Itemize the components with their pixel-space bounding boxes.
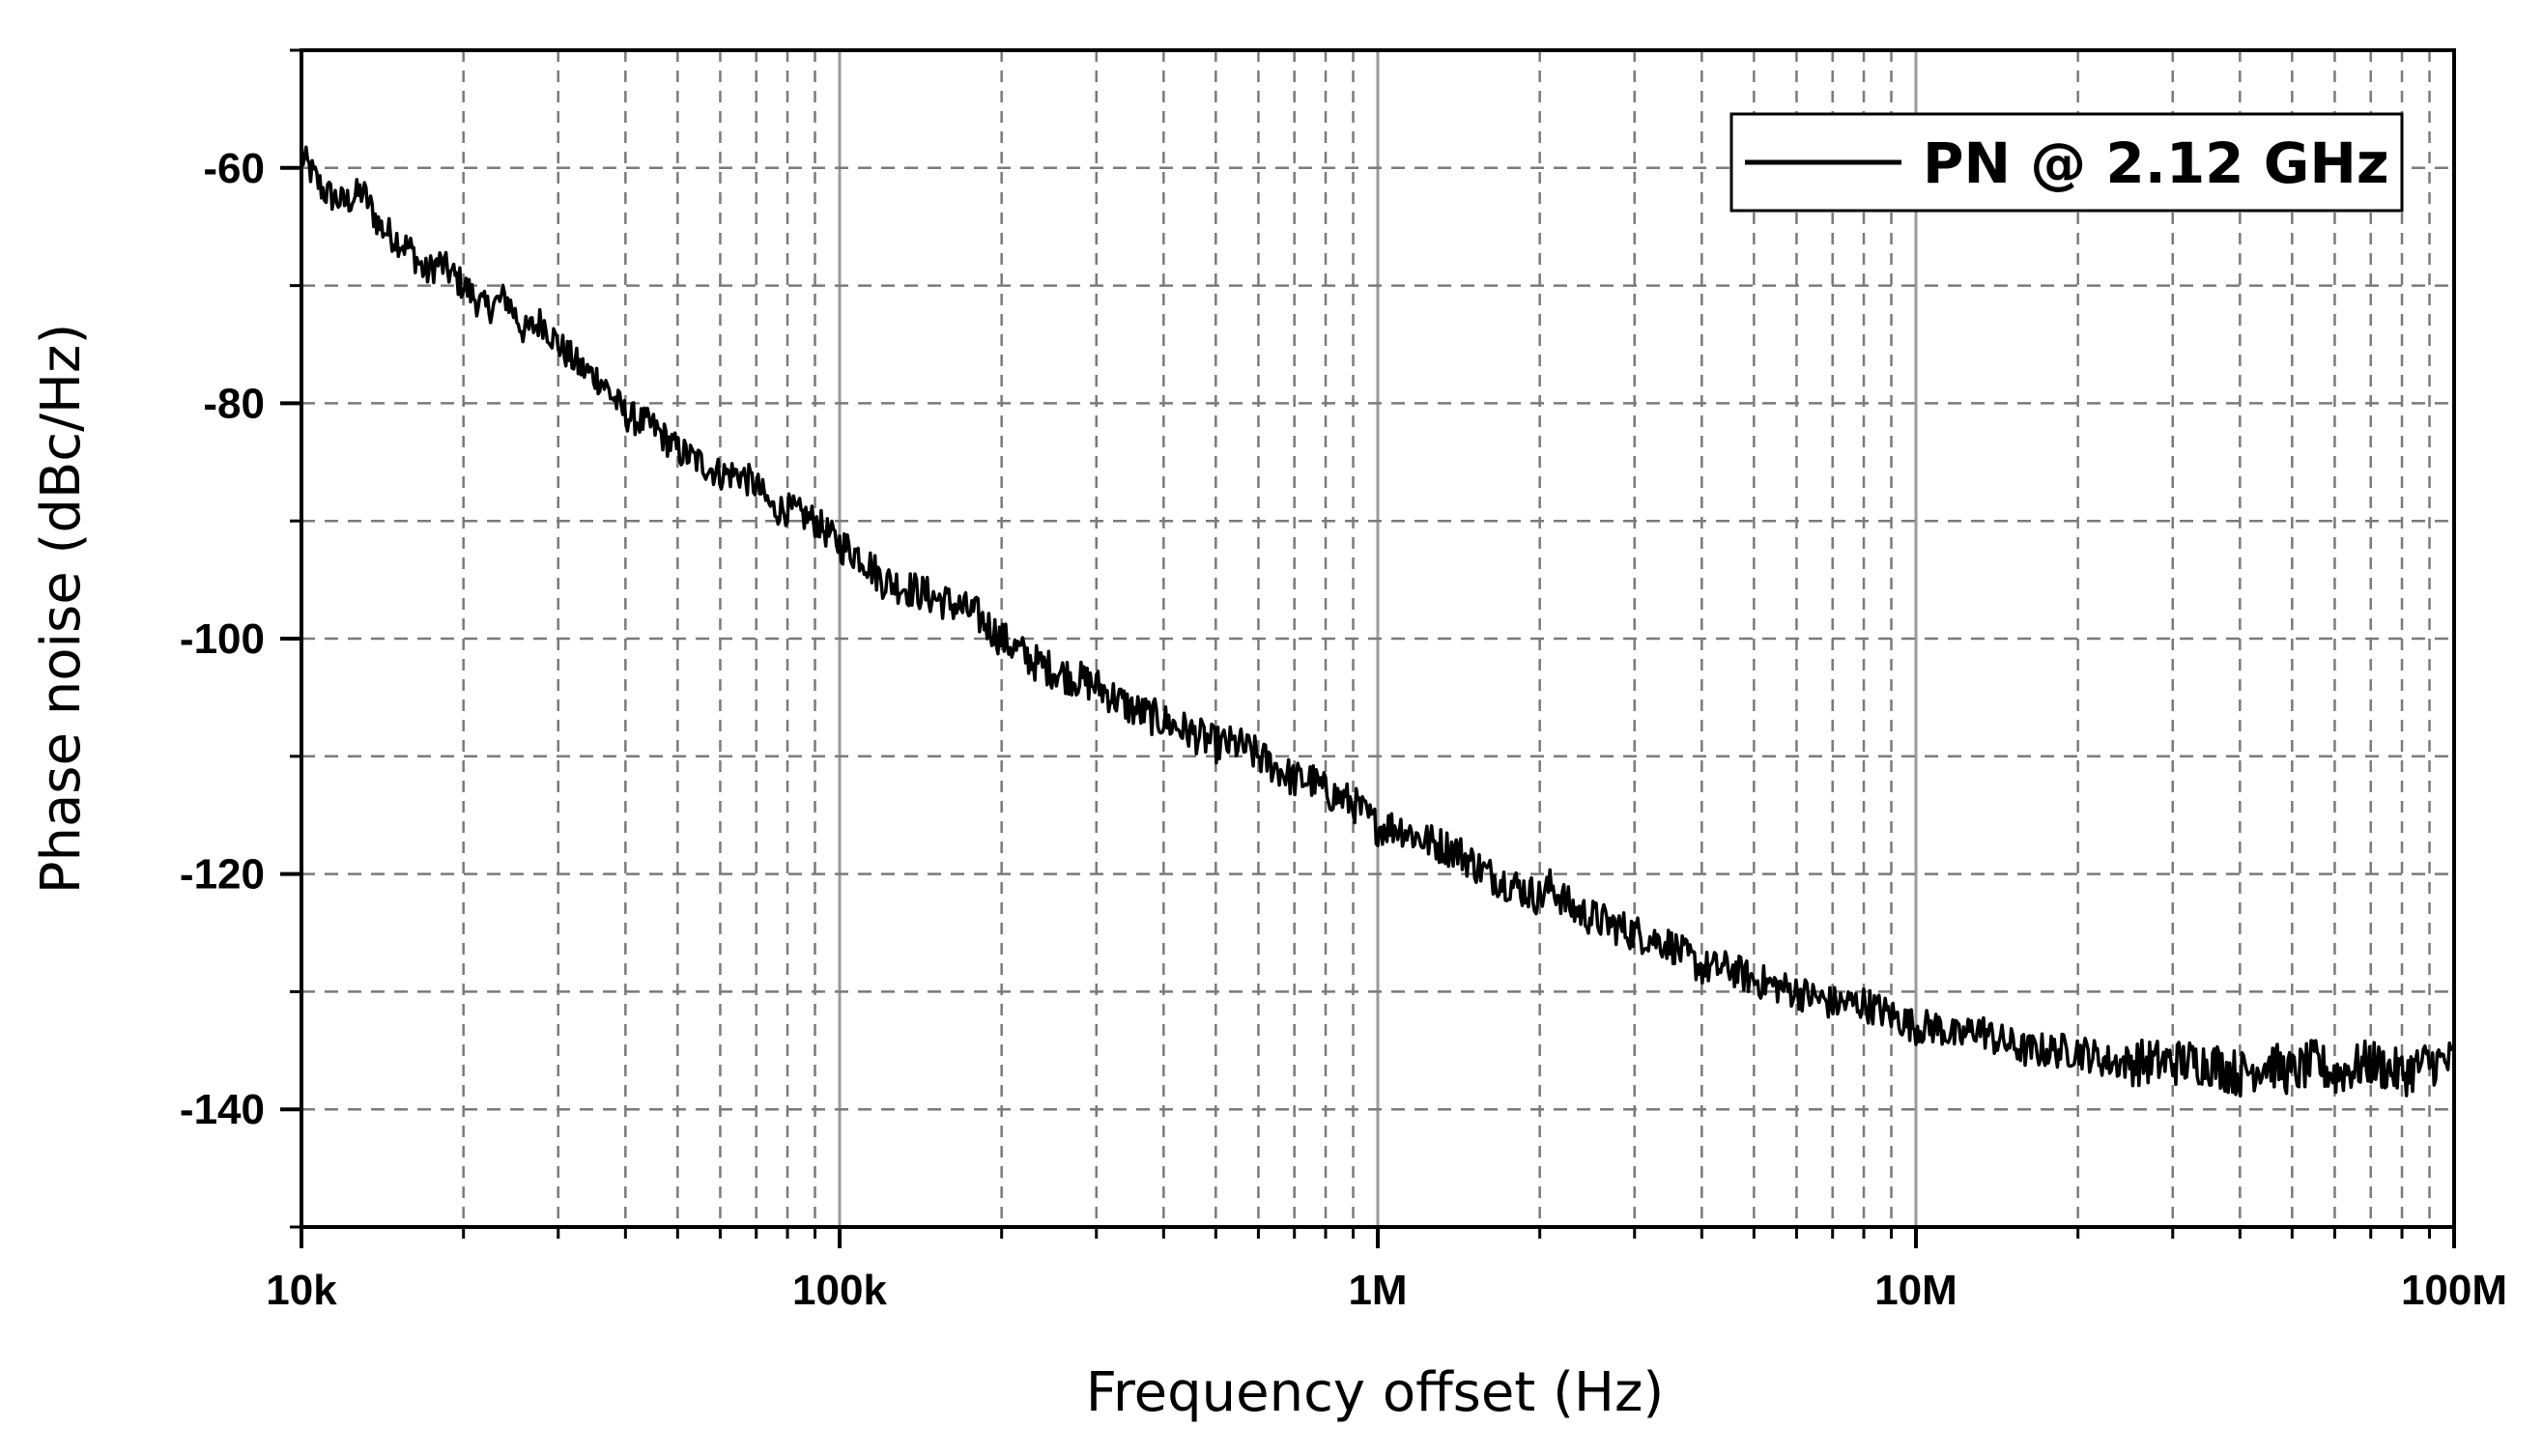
x-tick-label: 100M <box>2401 1267 2507 1314</box>
legend-label: PN @ 2.12 GHz <box>1923 130 2389 196</box>
y-tick-label: -120 <box>180 851 265 899</box>
grid-lines <box>301 50 2454 1227</box>
y-tick-label: -140 <box>180 1086 265 1133</box>
series-line <box>300 145 2455 1099</box>
series-group <box>300 145 2455 1099</box>
y-tick-label: -100 <box>180 615 265 663</box>
x-tick-label: 10M <box>1874 1267 1957 1314</box>
legend: PN @ 2.12 GHz <box>1729 112 2404 213</box>
x-tick-labels: 10k 100k 1M 10M 100M <box>266 1267 2507 1314</box>
y-tick-label: -60 <box>203 145 265 192</box>
plot-frame <box>300 48 2456 1229</box>
y-tick-labels: -60 -80 -100 -120 -140 <box>180 145 265 1133</box>
y-axis-title: Phase noise (dBc/Hz) <box>30 324 93 895</box>
y-tick-label: -80 <box>203 380 265 427</box>
x-axis-title: Frequency offset (Hz) <box>1086 1361 1665 1424</box>
x-tick-label: 100k <box>792 1267 887 1314</box>
x-tick-label: 10k <box>266 1267 337 1314</box>
x-tick-label: 1M <box>1348 1267 1407 1314</box>
